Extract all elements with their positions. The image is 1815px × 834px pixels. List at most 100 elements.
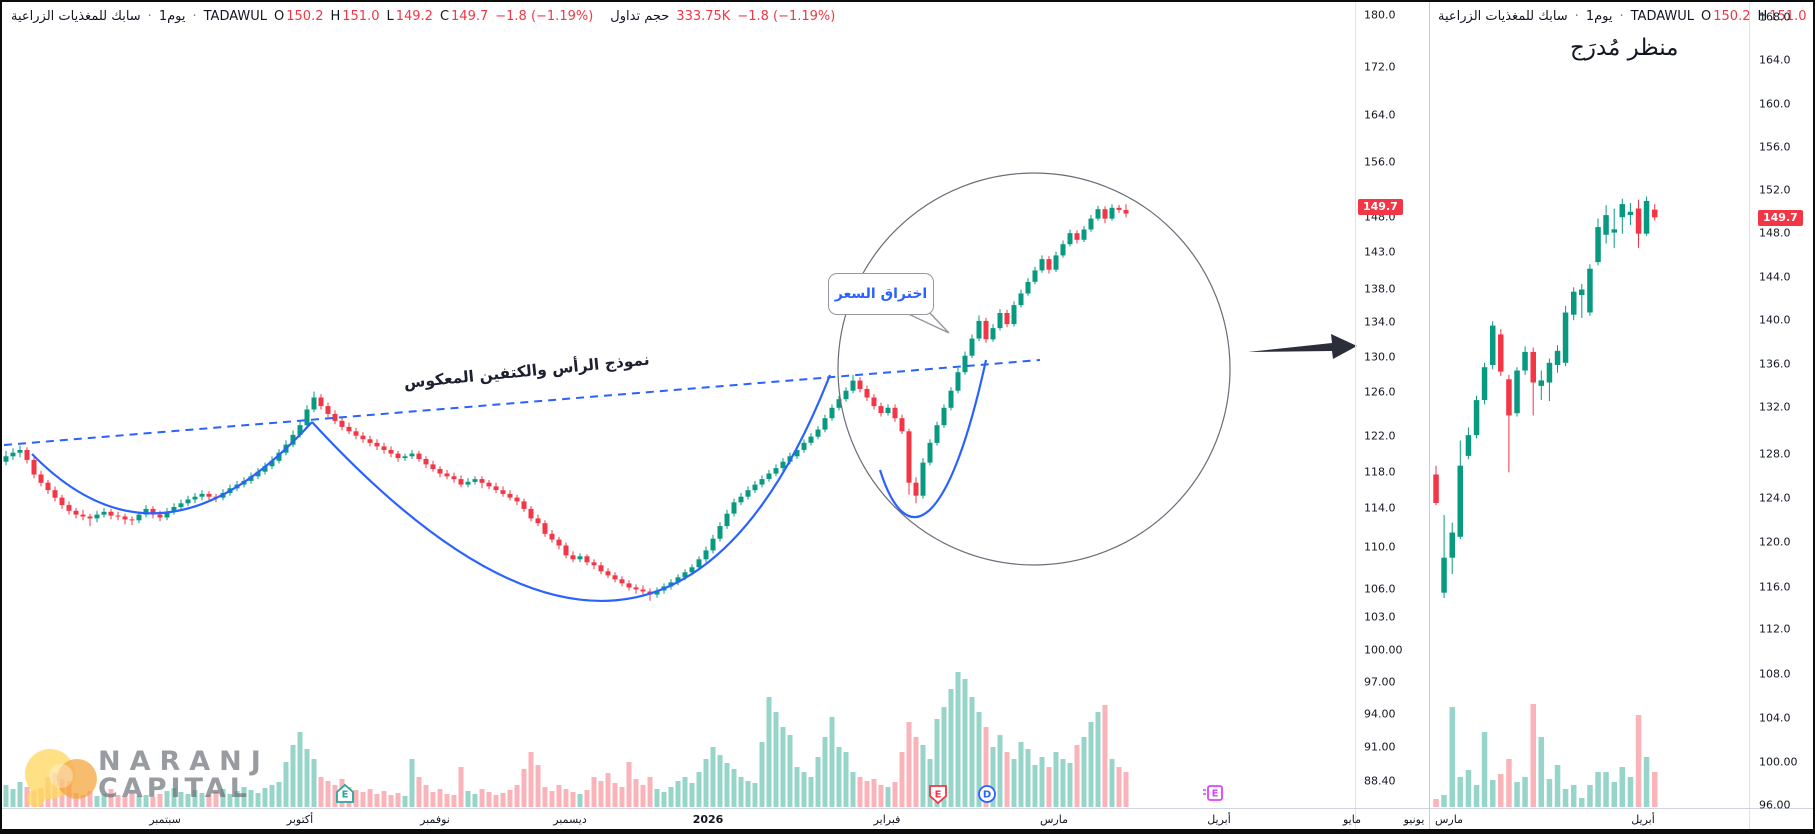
- volume-bar: [556, 785, 562, 807]
- candle-body: [108, 511, 114, 516]
- candle-body: [500, 490, 506, 494]
- candle-body: [199, 493, 205, 497]
- candle-body: [255, 471, 261, 477]
- candle-body: [1074, 233, 1080, 240]
- volume-bar: [521, 769, 527, 807]
- volume-bar: [262, 788, 268, 807]
- candle-body: [591, 562, 597, 566]
- price-tick-label: 100.00: [1364, 643, 1403, 657]
- volume-bar: [633, 779, 639, 807]
- volume-bar: [514, 785, 520, 807]
- candle-body: [892, 407, 898, 419]
- volume-bar: [416, 777, 422, 807]
- candle-body: [479, 479, 485, 483]
- volume-bar: [1538, 737, 1544, 807]
- volume-bar: [227, 794, 233, 807]
- volume-bar: [857, 777, 863, 807]
- right-last-price-label: 149.7: [1758, 210, 1803, 226]
- volume-bar: [668, 787, 674, 807]
- time-tick-label: يونيو: [1403, 813, 1425, 826]
- volume-bar: [997, 735, 1003, 807]
- price-tick-label: 156.0: [1759, 140, 1791, 154]
- volume-bar: [192, 790, 198, 807]
- candle-body: [1081, 229, 1087, 240]
- volume-bar: [1457, 777, 1463, 807]
- volume-bar: [3, 785, 9, 807]
- volume-bar: [451, 795, 457, 807]
- candle-body: [1067, 233, 1073, 245]
- volume-bar: [1081, 737, 1087, 807]
- breakout-callout-bubble[interactable]: اختراق السعر: [828, 273, 934, 315]
- price-tick-label: 140.0: [1759, 313, 1791, 327]
- candle-body: [843, 390, 849, 400]
- volume-bar: [17, 782, 23, 807]
- candle-body: [1506, 379, 1512, 416]
- legend-token: TADAWUL: [203, 8, 268, 24]
- volume-bar: [542, 787, 548, 807]
- volume-bar: [1060, 759, 1066, 807]
- volume-bar: [731, 769, 737, 807]
- price-tick-label: 88.40: [1364, 774, 1396, 788]
- price-tick-label: 108.0: [1759, 667, 1791, 681]
- volume-bar: [1102, 705, 1108, 807]
- candle-body: [458, 479, 464, 485]
- volume-bar: [10, 789, 16, 807]
- volume-bar: [241, 787, 247, 807]
- volume-bar: [171, 788, 177, 807]
- candle-body: [752, 484, 758, 491]
- volume-bar: [304, 749, 310, 807]
- candle-body: [381, 446, 387, 450]
- price-tick-label: 128.0: [1759, 447, 1791, 461]
- legend-token: 149.2: [395, 8, 433, 24]
- price-tick-label: 110.0: [1364, 540, 1396, 554]
- candle-body: [1441, 557, 1447, 593]
- price-tick-label: 94.00: [1364, 707, 1396, 721]
- breakout-callout-text: اختراق السعر: [834, 286, 928, 302]
- watermark-line1: NARANJ: [98, 746, 270, 777]
- candle-body: [528, 508, 534, 519]
- candle-body: [780, 461, 786, 469]
- volume-bar: [1611, 782, 1617, 807]
- volume-bar: [1530, 704, 1536, 807]
- volume-bar: [1032, 765, 1038, 807]
- candle-body: [1109, 207, 1115, 219]
- volume-bar: [1046, 767, 1052, 807]
- candle-body: [1498, 334, 1504, 372]
- candle-body: [1046, 259, 1052, 270]
- volume-bar: [738, 777, 744, 807]
- volume-bar: [752, 783, 758, 807]
- price-tick-label: 134.0: [1364, 315, 1396, 329]
- volume-bar: [1123, 772, 1129, 807]
- candle-body: [1473, 400, 1480, 436]
- left-symbol-legend[interactable]: سابك للمغذيات الزراعية · 1يوم · TADAWUL O 150.…: [11, 7, 842, 25]
- volume-bar: [535, 765, 541, 807]
- volume-bar: [24, 787, 30, 807]
- candle-body: [1095, 209, 1101, 219]
- naranj-capital-watermark: NARANJ CAPITAL: [14, 740, 270, 812]
- time-tick-label: أكتوبر: [286, 813, 314, 826]
- candle-body: [773, 468, 779, 474]
- volume-bar: [577, 794, 583, 807]
- candle-body: [325, 406, 331, 414]
- candle-body: [745, 490, 751, 497]
- time-tick-label: ديسمبر: [553, 813, 587, 826]
- volume-bar: [1025, 749, 1031, 807]
- volume-bar: [185, 794, 191, 807]
- volume-bar: [591, 777, 597, 807]
- candle-body: [276, 452, 282, 461]
- price-tick-label: 104.0: [1759, 711, 1791, 725]
- legend-token: 1يوم: [1585, 8, 1613, 24]
- right-symbol-legend[interactable]: سابك للمغذيات الزراعية · 1يوم · TADAWUL O 150.…: [1438, 7, 1813, 25]
- volume-bar: [1095, 712, 1101, 807]
- volume-bar: [1579, 798, 1585, 807]
- price-tick-label: 143.0: [1364, 245, 1396, 259]
- time-tick-label: أبريل: [1631, 813, 1655, 826]
- volume-bar: [689, 783, 695, 807]
- price-tick-label: 156.0: [1364, 155, 1396, 169]
- candle-body: [262, 466, 268, 472]
- volume-bar: [885, 787, 891, 807]
- volume-bar: [1109, 759, 1115, 807]
- candle-body: [1562, 312, 1569, 363]
